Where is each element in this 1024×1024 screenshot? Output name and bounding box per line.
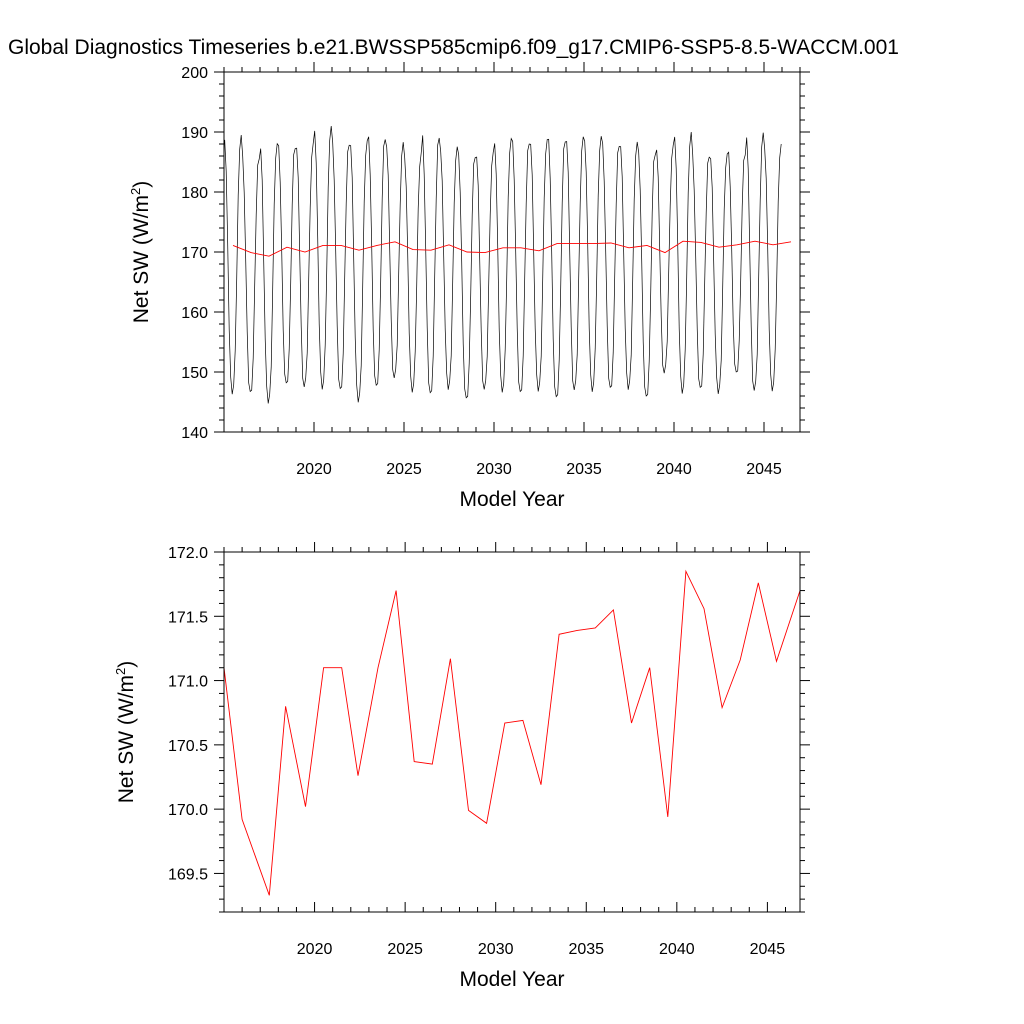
- y-axis-title-bottom-main: Net SW (W/m: [115, 675, 138, 803]
- plot-frame-bottom: [223, 551, 801, 913]
- y-tick-label: 170.0: [168, 802, 208, 819]
- y-tick-label: 200: [181, 65, 208, 82]
- x-tick-label: 2040: [656, 461, 692, 478]
- y-tick-label: 150: [181, 365, 208, 382]
- data-layer-top: [224, 125, 792, 404]
- x-tick-label: 2020: [297, 941, 333, 958]
- y-tick-label: 180: [181, 185, 208, 202]
- y-tick-label: 170.5: [168, 738, 208, 755]
- y-axis-title-top: Net SW (W/m2): [128, 181, 153, 324]
- x-tick-labels-bottom: 2020 2025 2030 2035 2040 2045: [297, 941, 786, 958]
- tick-marks-top: [214, 62, 810, 433]
- x-tick-label: 2030: [476, 461, 512, 478]
- x-tick-label: 2035: [568, 941, 604, 958]
- y-tick-label: 170: [181, 245, 208, 262]
- y-tick-labels-bottom: 169.5 170.0 170.5 171.0 171.5 172.0: [168, 545, 208, 883]
- x-tick-label: 2040: [659, 941, 695, 958]
- x-tick-label: 2025: [387, 941, 423, 958]
- y-axis-title-bottom: Net SW (W/m2): [113, 661, 138, 804]
- y-tick-label: 171.5: [168, 609, 208, 626]
- panel-bottom-annual-mean: 2020 2025 2030 2035 2040 2045 169.5 170.0 170.5…: [113, 542, 810, 991]
- y-tick-label: 172.0: [168, 545, 208, 562]
- y-axis-title-bottom-suffix: ): [115, 661, 138, 668]
- x-tick-label: 2045: [746, 461, 782, 478]
- tick-marks-bottom: [214, 542, 810, 913]
- chart-title: Global Diagnostics Timeseries b.e21.BWSS…: [8, 36, 899, 59]
- x-tick-labels-top: 2020 2025 2030 2035 2040 2045: [296, 461, 782, 478]
- x-tick-label: 2035: [566, 461, 602, 478]
- x-tick-label: 2020: [296, 461, 332, 478]
- y-axis-title-top-superscript: 2: [128, 188, 143, 195]
- y-tick-label: 160: [181, 305, 208, 322]
- x-tick-label: 2030: [478, 941, 514, 958]
- y-axis-title-top-suffix: ): [130, 181, 153, 188]
- x-tick-label: 2045: [750, 941, 786, 958]
- y-tick-label: 169.5: [168, 866, 208, 883]
- series-line-annual-bottom: [224, 569, 800, 896]
- panel-top-timeseries: 2020 2025 2030 2035 2040 2045 140 150 160 170 180…: [128, 62, 810, 511]
- x-axis-title-top: Model Year: [459, 488, 564, 511]
- y-axis-title-top-main: Net SW (W/m: [130, 195, 153, 323]
- y-axis-title-bottom-superscript: 2: [113, 668, 128, 675]
- y-tick-label: 190: [181, 125, 208, 142]
- y-tick-label: 171.0: [168, 674, 208, 691]
- y-tick-label: 140: [181, 425, 208, 442]
- x-tick-label: 2025: [386, 461, 422, 478]
- x-axis-title-bottom: Model Year: [459, 968, 564, 991]
- y-tick-labels-top: 140 150 160 170 180 190 200: [181, 65, 208, 442]
- series-line-monthly-top: [224, 125, 782, 404]
- series-line-annual-top: [232, 240, 792, 257]
- data-layer-bottom: [224, 569, 800, 896]
